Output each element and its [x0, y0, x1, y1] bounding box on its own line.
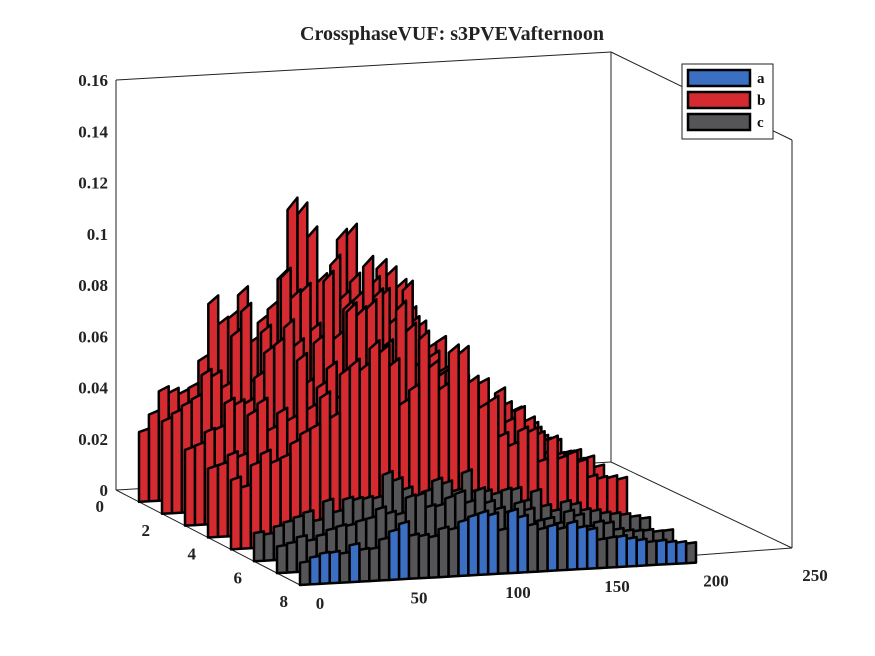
ribbon-panel-a	[674, 539, 688, 565]
ribbon-panel-c	[417, 532, 430, 580]
ribbon-panel-a	[635, 537, 648, 568]
x-tick-label: 0	[316, 594, 325, 613]
x-tick-label: 250	[802, 566, 828, 585]
ribbon-panel-b	[206, 463, 220, 539]
z-tick-label: 0.04	[78, 379, 108, 398]
ribbon-panel-c	[496, 526, 510, 576]
z-tick-label: 0.16	[78, 71, 108, 90]
ribbon-panel-a	[457, 518, 470, 578]
ribbon-panel-c	[684, 540, 698, 565]
ribbon-panel-c	[338, 550, 351, 585]
ribbon-panel-c	[536, 525, 549, 573]
ribbon-panel-b	[170, 407, 184, 515]
ribbon-panel-c	[556, 525, 569, 572]
z-tick-label: 0.12	[78, 174, 108, 193]
z-tick-label: 0	[100, 481, 109, 500]
legend: abc	[681, 63, 774, 140]
chart-title: CrossphaseVUF: s3PVEVafternoon	[300, 23, 604, 45]
ribbon-panel-b	[183, 444, 197, 527]
ribbon-panel-c	[252, 530, 266, 563]
ribbon-panel-a	[348, 542, 361, 584]
ribbon-panel-a	[655, 538, 668, 567]
ribbon-panel-a	[506, 507, 520, 575]
y-tick-label: 6	[234, 568, 243, 587]
ribbon-panel-b	[137, 427, 151, 504]
ribbon-panel-a	[615, 533, 628, 569]
ribbon-panel-a	[585, 526, 599, 571]
legend-swatch-b	[686, 90, 752, 110]
ribbon-panel-c	[595, 536, 609, 570]
z-tick-label: 0.1	[87, 225, 108, 244]
ribbon-panel-a	[665, 539, 678, 566]
ribbon-panel-c	[447, 526, 460, 578]
ribbon-panel-c	[437, 525, 450, 579]
ribbon-panel-c	[407, 532, 421, 581]
x-tick-label: 100	[505, 583, 531, 602]
ribbon-panel-c	[275, 543, 289, 575]
ribbon-panel-a	[575, 524, 589, 571]
ribbon-panel-a	[566, 519, 579, 572]
ribbon-panel-c	[526, 521, 539, 574]
ribbon-panel-c	[368, 545, 381, 583]
ribbon-panel-b	[229, 475, 243, 551]
ribbon-panel-a	[516, 513, 529, 574]
ribbon-panel-a	[546, 522, 559, 573]
ribbon-panel-c	[285, 540, 299, 574]
ribbon-panel-c	[262, 531, 276, 562]
legend-label-c: c	[757, 115, 764, 131]
legend-swatch-c	[686, 112, 752, 132]
ribbon-panel-a	[308, 554, 322, 586]
z-tick-label: 0.08	[78, 276, 108, 295]
z-tick-label: 0.02	[78, 430, 108, 449]
ribbon-panel-b	[147, 409, 161, 503]
ribbon-panel-a	[318, 550, 331, 586]
ribbon-panel-b	[193, 440, 207, 527]
z-tick-label: 0.06	[78, 327, 108, 346]
legend-label-b: b	[757, 93, 765, 109]
legend-label-a: a	[757, 71, 765, 87]
x-tick-label: 50	[411, 588, 428, 607]
y-tick-label: 2	[142, 521, 151, 540]
ribbon-panel-c	[427, 533, 440, 579]
y-tick-label: 4	[188, 545, 197, 564]
ribbon-panel-a	[486, 511, 500, 576]
ribbon-panel-a	[625, 535, 638, 568]
tick-labels: 0 0.02 0.04 0.06 0.08 0.1 0.12 0.14 0.16 0 2 4 6 8 0 50…	[78, 71, 828, 613]
ribbon-panel-b	[216, 460, 230, 539]
ribbon-panel-c	[377, 536, 391, 582]
z-tick-label: 0.14	[78, 122, 108, 141]
ribbon-panel-b	[160, 415, 174, 516]
ribbon-panel-c	[645, 539, 658, 567]
x-tick-label: 150	[604, 577, 630, 596]
ribbon-panel-a	[476, 509, 490, 577]
ribbon-panel-a	[467, 512, 480, 577]
ribbon-panel-a	[328, 549, 341, 585]
ribbon-panel-c	[298, 559, 312, 587]
x-tick-label: 200	[703, 572, 729, 591]
y-tick-label: 8	[280, 592, 289, 611]
ribbon-panel-a	[387, 527, 401, 582]
ribbon-panel-c	[358, 546, 371, 583]
y-tick-label: 0	[96, 497, 105, 516]
ribbon-panel-b	[239, 483, 253, 551]
ribbon-panel-a	[397, 520, 411, 581]
ribbons	[137, 196, 698, 587]
legend-swatch-a	[686, 68, 752, 88]
ribbon-panel-c	[605, 535, 619, 569]
